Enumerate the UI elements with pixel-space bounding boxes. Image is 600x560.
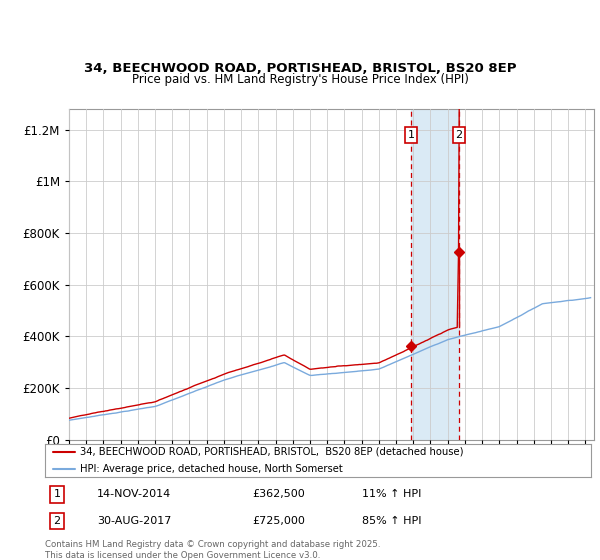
Text: Contains HM Land Registry data © Crown copyright and database right 2025.
This d: Contains HM Land Registry data © Crown c… bbox=[45, 540, 380, 559]
Text: HPI: Average price, detached house, North Somerset: HPI: Average price, detached house, Nort… bbox=[80, 464, 343, 474]
Text: 1: 1 bbox=[53, 489, 61, 500]
Text: Price paid vs. HM Land Registry's House Price Index (HPI): Price paid vs. HM Land Registry's House … bbox=[131, 73, 469, 86]
Text: £725,000: £725,000 bbox=[253, 516, 305, 526]
Bar bbox=[411, 109, 459, 440]
Text: 34, BEECHWOOD ROAD, PORTISHEAD, BRISTOL,  BS20 8EP (detached house): 34, BEECHWOOD ROAD, PORTISHEAD, BRISTOL,… bbox=[80, 447, 464, 457]
Text: 2: 2 bbox=[53, 516, 61, 526]
Text: £362,500: £362,500 bbox=[253, 489, 305, 500]
Text: 34, BEECHWOOD ROAD, PORTISHEAD, BRISTOL, BS20 8EP: 34, BEECHWOOD ROAD, PORTISHEAD, BRISTOL,… bbox=[84, 62, 516, 75]
Text: 85% ↑ HPI: 85% ↑ HPI bbox=[362, 516, 421, 526]
Text: 11% ↑ HPI: 11% ↑ HPI bbox=[362, 489, 421, 500]
Text: 30-AUG-2017: 30-AUG-2017 bbox=[97, 516, 171, 526]
Text: 1: 1 bbox=[407, 130, 415, 140]
Text: 14-NOV-2014: 14-NOV-2014 bbox=[97, 489, 171, 500]
Text: 2: 2 bbox=[455, 130, 463, 140]
